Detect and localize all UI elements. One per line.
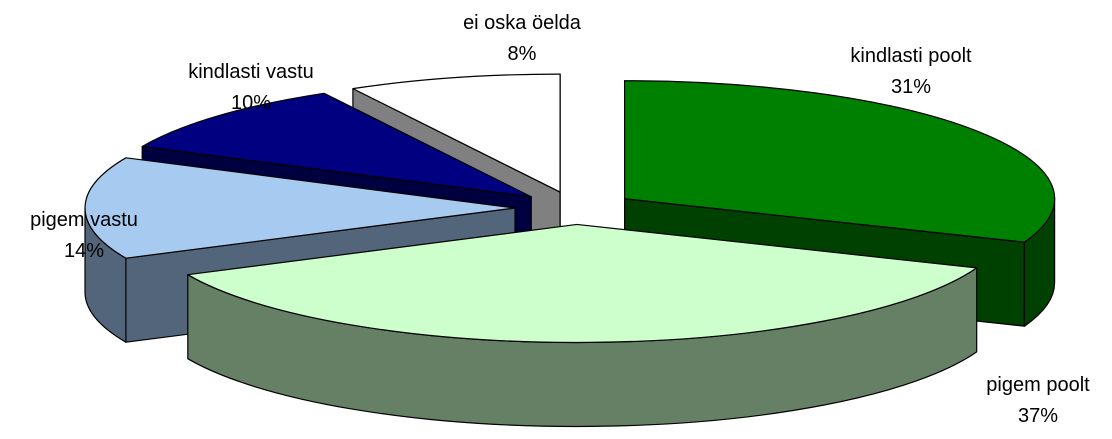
slice-top bbox=[84, 157, 516, 259]
slice-top bbox=[187, 223, 978, 344]
slice-top bbox=[352, 73, 561, 193]
slice-label-value: 14% bbox=[64, 240, 104, 262]
slice-label-name: pigem poolt bbox=[986, 374, 1090, 396]
slice-label-value: 37% bbox=[1018, 405, 1058, 427]
slice-label-value: 31% bbox=[891, 76, 931, 98]
pie-slice bbox=[187, 223, 978, 428]
slice-top bbox=[624, 80, 1056, 243]
slice-label-name: kindlasti poolt bbox=[850, 45, 972, 67]
slice-label-value: 10% bbox=[231, 92, 271, 114]
slice-label: ei oska öelda 8% bbox=[463, 12, 582, 65]
slice-label: kindlasti poolt 31% bbox=[850, 45, 972, 98]
slice-label: pigem vastu 14% bbox=[30, 209, 138, 262]
pie-slices bbox=[84, 73, 1056, 428]
slice-label: kindlasti vastu 10% bbox=[188, 61, 314, 114]
slice-top bbox=[141, 92, 532, 198]
slice-label-value: 8% bbox=[508, 43, 537, 65]
slice-label-name: kindlasti vastu bbox=[188, 61, 314, 83]
slice-label: pigem poolt 37% bbox=[986, 374, 1090, 427]
slice-label-name: pigem vastu bbox=[30, 209, 138, 231]
pie-labels: kindlasti poolt 31% pigem poolt 37% pigem va… bbox=[30, 12, 1090, 427]
slice-label-name: ei oska öelda bbox=[463, 12, 582, 34]
